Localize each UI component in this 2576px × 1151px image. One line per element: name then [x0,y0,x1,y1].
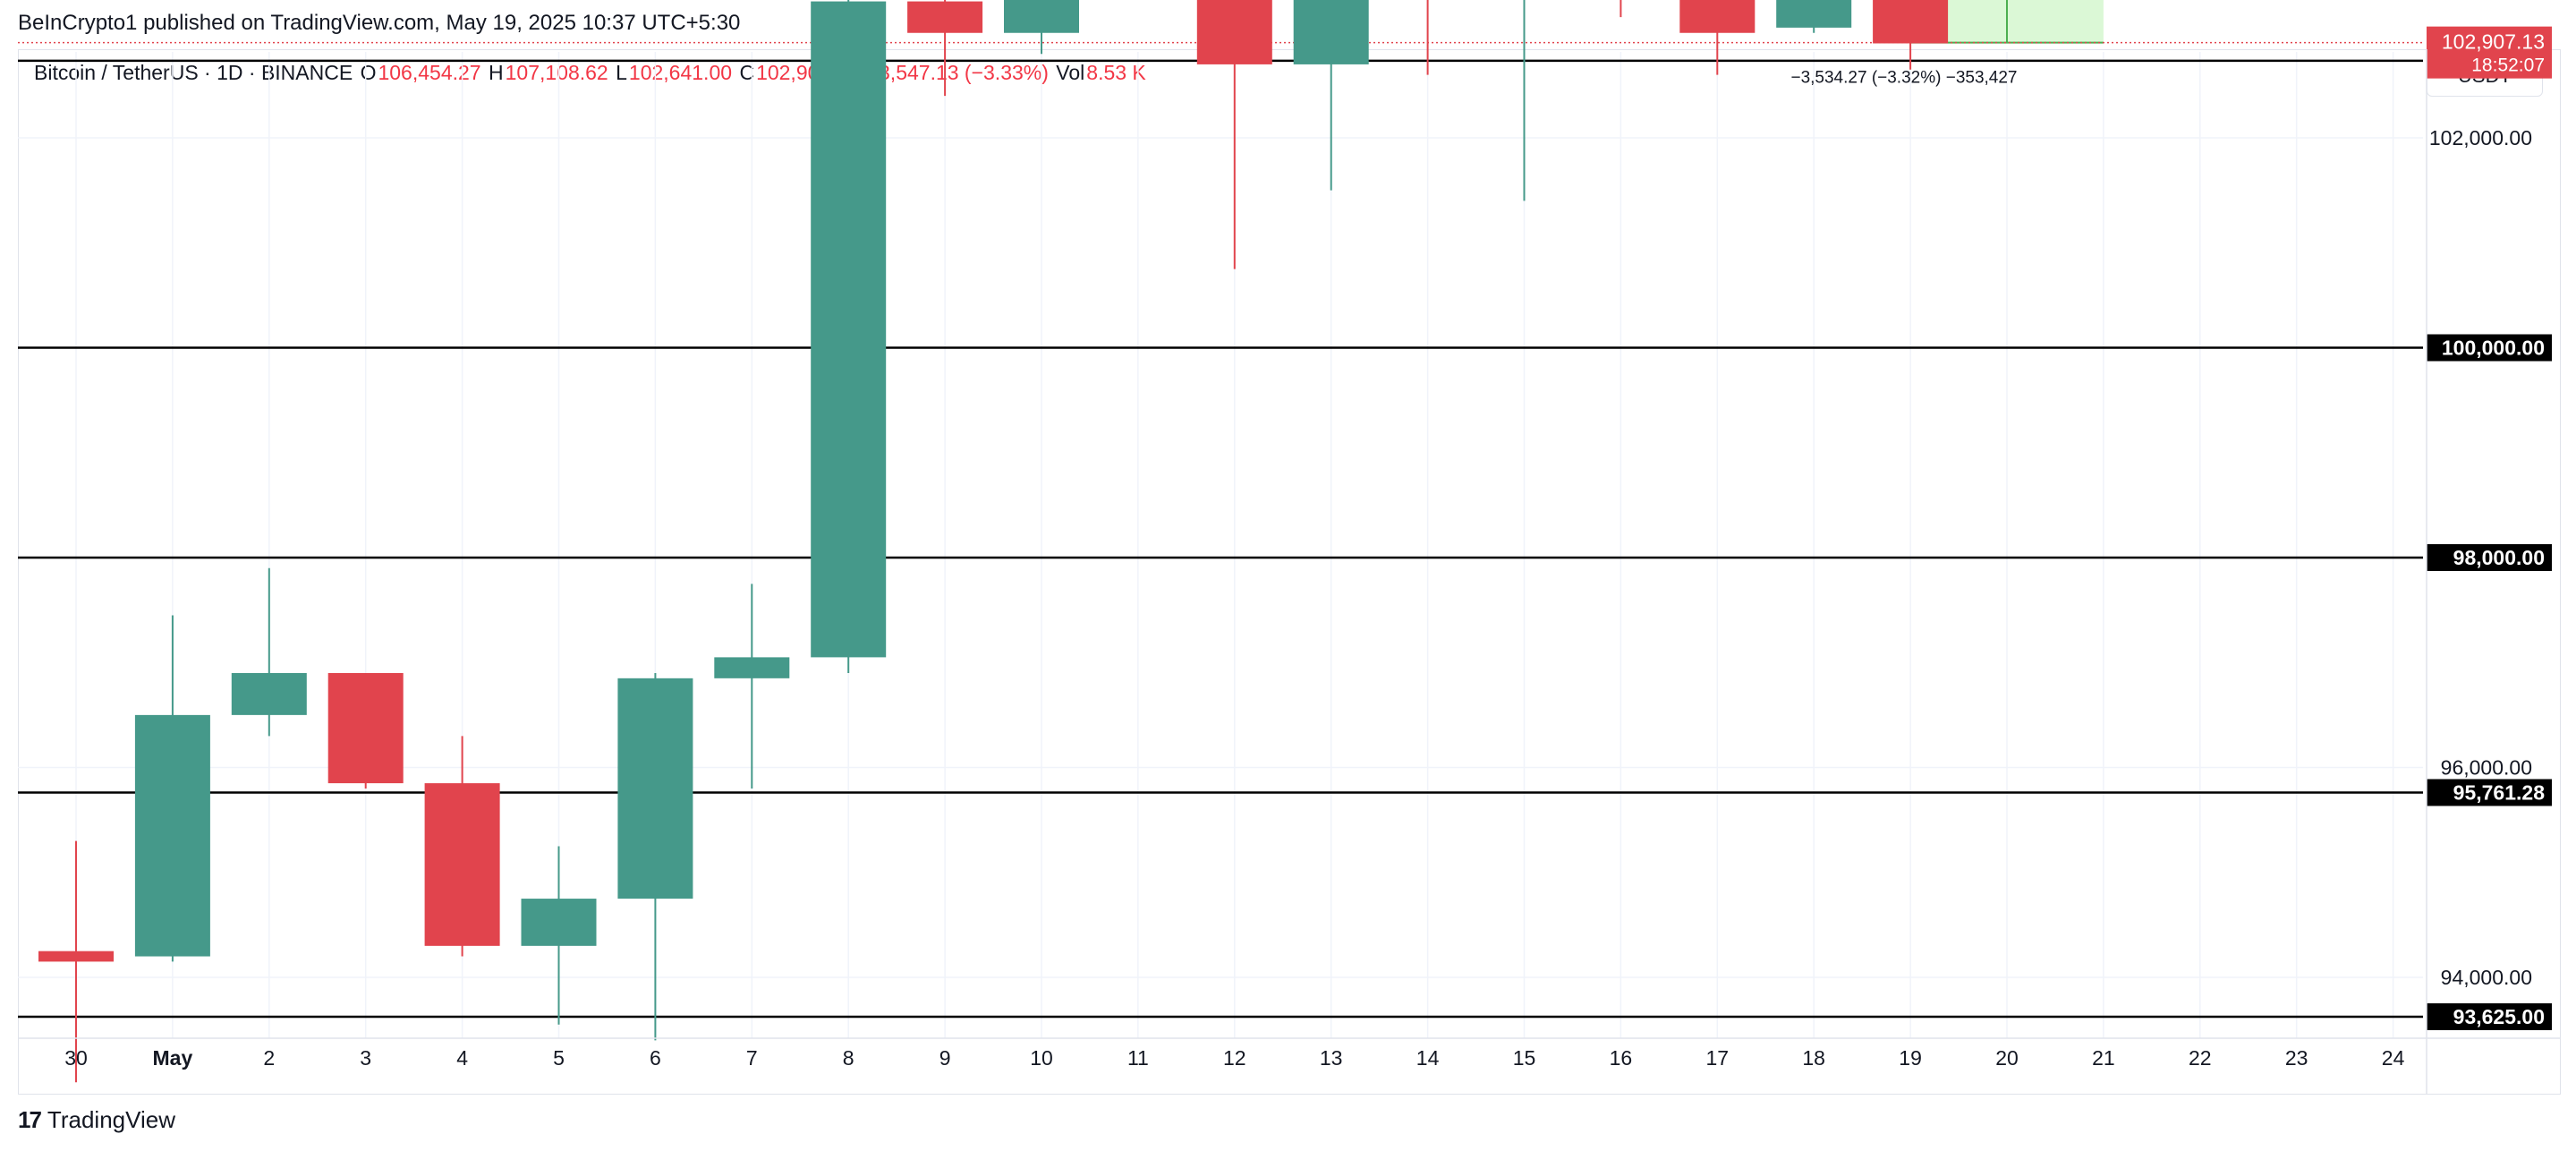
candle-body [521,899,597,946]
x-tick-label: 21 [2092,1046,2115,1070]
candle-body [1293,0,1369,64]
x-tick-label: 15 [1513,1046,1536,1070]
x-tick-label: May [153,1046,193,1070]
x-tick-label: 23 [2285,1046,2308,1070]
open-label: O [360,61,377,84]
candle-body [327,672,404,784]
low-value: 102,641.00 [628,61,733,84]
candle-body [907,1,983,33]
x-tick-label: 18 [1802,1046,1825,1070]
current-price-label: 102,907.13 [2442,30,2545,54]
level-price-tag [2427,334,2552,362]
x-tick-label: 17 [1706,1046,1730,1070]
candle-body [231,672,307,715]
current-price-tag [2427,26,2552,79]
x-tick-label: 11 [1127,1046,1149,1070]
y-tick-label: 96,000.00 [2441,756,2532,780]
low-label: L [616,61,627,84]
y-tick-label: 94,000.00 [2441,966,2532,989]
high-value: 107,108.62 [505,61,608,84]
level-price-label: 95,761.28 [2453,780,2546,804]
tradingview-brand: TradingView [47,1106,175,1133]
level-price-tag [2427,544,2552,571]
symbol-info-bar[interactable]: Bitcoin / TetherUS · 1D · BINANCE O106,4… [34,61,1148,85]
x-tick-label: 4 [456,1046,468,1070]
x-tick-label: 16 [1610,1046,1633,1070]
countdown-label: 18:52:07 [2471,55,2545,76]
x-tick-label: 19 [1899,1046,1922,1070]
x-tick-label: 13 [1320,1046,1343,1070]
candle-body [1679,0,1756,33]
candle-body [714,657,790,678]
open-value: 106,454.27 [378,61,481,84]
x-tick-label: 7 [746,1046,758,1070]
volume-value: 8.53 K [1086,61,1146,84]
x-tick-label: 20 [1995,1046,2019,1070]
candle-body [38,951,114,962]
candle-body [1873,0,1949,44]
symbol-name[interactable]: Bitcoin / TetherUS · 1D · BINANCE [34,61,353,84]
candle-body [134,714,210,957]
high-label: H [488,61,504,84]
publisher-line: BeInCrypto1 published on TradingView.com… [18,11,741,35]
x-tick-label: 14 [1416,1046,1440,1070]
x-tick-label: 24 [2382,1046,2405,1070]
level-price-label: 98,000.00 [2453,546,2545,569]
x-tick-label: 8 [843,1046,854,1070]
chart-frame [18,49,2561,1095]
level-price-tag [2427,779,2552,806]
volume-label: Vol [1056,61,1085,84]
x-tick-label: 12 [1223,1046,1246,1070]
candle-body [1004,0,1079,33]
x-tick-label: 9 [939,1046,951,1070]
candle-body [1776,0,1852,28]
projection-bottom-label: −3,534.27 (−3.32%) −353,427 [1790,69,2017,88]
tradingview-logo-icon: 17 [18,1106,42,1133]
candle-body [811,1,887,658]
level-price-tag [2427,1002,2552,1030]
candle-body [1196,0,1272,64]
x-tick-label: 2 [263,1046,275,1070]
candle-body [617,678,693,899]
x-tick-label: 6 [650,1046,661,1070]
x-tick-label: 22 [2189,1046,2212,1070]
level-price-label: 93,625.00 [2453,1005,2545,1028]
x-tick-label: 3 [360,1046,371,1070]
x-tick-label: 10 [1030,1046,1053,1070]
tradingview-footer[interactable]: 17 TradingView [18,1106,175,1134]
candle-body [424,783,500,946]
x-tick-label: 30 [64,1046,88,1070]
y-tick-label: 102,000.00 [2429,126,2532,149]
change-value: −3,547.13 (−3.33%) [866,61,1049,84]
close-label: C [739,61,755,84]
level-price-label: 100,000.00 [2442,337,2545,360]
x-tick-label: 5 [553,1046,565,1070]
